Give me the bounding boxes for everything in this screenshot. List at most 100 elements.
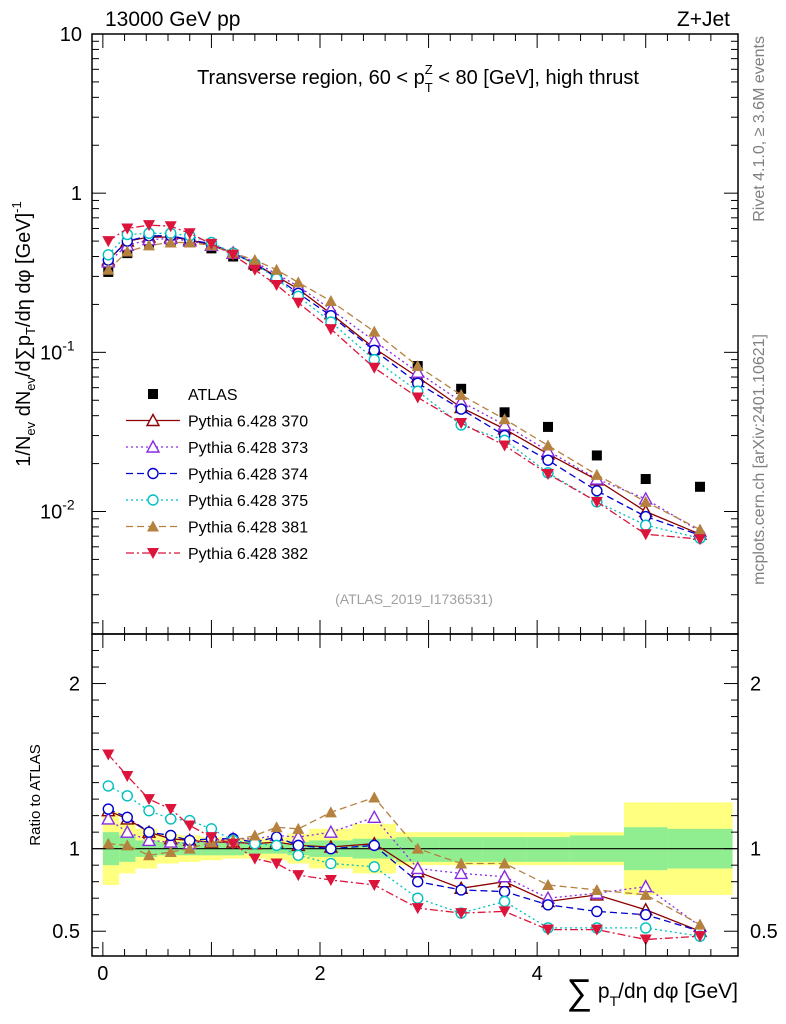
- ratio-y-tick-label: 2: [69, 674, 80, 696]
- ratio-point: [640, 909, 652, 921]
- data-point: [543, 421, 553, 432]
- ratio-point: [102, 837, 115, 849]
- data-point: [456, 383, 467, 394]
- series-line: [107, 235, 701, 536]
- series-pythia-6.428-382: [102, 220, 706, 546]
- main-y-axis-label: 1/Nev dNev/d∑pT/dη dφ [GeV]-1: [9, 201, 38, 466]
- ratio-point: [120, 824, 135, 838]
- ratio-line: [108, 808, 701, 932]
- ratio-point: [165, 829, 177, 842]
- ratio-point: [121, 839, 134, 851]
- ratio-point: [248, 853, 261, 865]
- ratio-point: [694, 918, 706, 930]
- data-point: [183, 236, 196, 248]
- ratio-point: [165, 813, 177, 825]
- ratio-point: [227, 838, 240, 850]
- ratio-y-axis-label: Ratio to ATLAS: [27, 744, 44, 845]
- ratio-point: [455, 908, 468, 920]
- ratio-frame: [91, 633, 739, 957]
- x-axis-label: ∑ pT/dη dφ [GeV]: [566, 971, 738, 1012]
- ratio-series-pythia-6.428-374: [102, 803, 706, 937]
- ratio-point: [639, 934, 652, 946]
- ratio-point: [270, 821, 283, 833]
- ratio-point: [591, 905, 603, 918]
- ratio-point: [368, 791, 381, 803]
- ratio-point: [590, 924, 603, 936]
- data-point: [143, 220, 155, 232]
- ratio-point: [590, 883, 603, 895]
- data-point: [639, 529, 652, 541]
- legend-entry: Pythia 6.428 381: [126, 520, 308, 537]
- ratio-point: [292, 870, 305, 882]
- ratio-point: [455, 884, 467, 896]
- ratio-point: [102, 803, 114, 815]
- legend-entry: Pythia 6.428 375: [126, 493, 308, 510]
- data-point: [102, 249, 114, 261]
- ratio-point: [248, 829, 261, 841]
- ratio-point: [368, 861, 380, 873]
- ratio-point: [292, 822, 305, 834]
- data-point: [542, 454, 554, 466]
- ratio-point: [411, 842, 424, 854]
- data-point: [164, 221, 177, 233]
- ratio-point: [542, 924, 554, 936]
- data-point: [410, 364, 425, 378]
- y-tick-label: 1: [71, 183, 82, 205]
- series-pythia-6.428-373: [101, 230, 708, 538]
- data-point: [102, 263, 115, 275]
- legend-marker: [147, 520, 159, 532]
- ratio-point: [102, 780, 114, 792]
- series-line: [107, 236, 701, 535]
- data-point: [542, 469, 554, 481]
- ratio-axes: 0.5 0.5 1 1 2 2 0 2 4: [52, 634, 778, 985]
- data-point: [248, 264, 261, 276]
- data-point: [368, 362, 381, 374]
- main-panel: 10-2 10-1 1 10 Transverse region, 60 < pZ T …: [40, 24, 739, 635]
- ratio-point: [498, 885, 511, 898]
- data-point: [227, 249, 240, 261]
- data-point: [102, 236, 115, 248]
- ratio-point: [410, 861, 425, 875]
- ratio-point: [694, 931, 706, 943]
- ratio-point: [324, 806, 337, 818]
- ratio-point: [143, 804, 155, 817]
- series-line: [107, 237, 701, 532]
- data-point: [694, 534, 706, 546]
- ratio-point: [640, 922, 652, 934]
- legend: ATLAS Pythia 6.428 370 Pythia 6.428 373 Pyt…: [126, 387, 308, 563]
- ratio-point: [102, 749, 115, 761]
- legend-entry: Pythia 6.428 382: [126, 546, 308, 563]
- data-point: [694, 523, 706, 535]
- svg-text:∑ pT/dη dφ [GeV]: ∑ pT/dη dφ [GeV]: [566, 971, 738, 1012]
- ratio-point: [325, 842, 337, 855]
- legend-entry: Pythia 6.428 370: [126, 413, 308, 431]
- legend-label: Pythia 6.428 375: [188, 493, 308, 510]
- legend-entry: ATLAS: [148, 387, 238, 404]
- data-point: [270, 279, 283, 291]
- legend-marker: [148, 389, 158, 399]
- main-axes: 10-2 10-1 1 10: [40, 24, 738, 634]
- legend-label: Pythia 6.428 381: [188, 520, 308, 537]
- legend-label: Pythia 6.428 370: [188, 414, 308, 431]
- rivet-label: Rivet 4.1.0, ≥ 3.6M events: [751, 36, 768, 222]
- legend-label: Pythia 6.428 382: [188, 546, 308, 563]
- ratio-point: [143, 794, 155, 806]
- ratio-y-tick-label: 1: [69, 839, 80, 861]
- ratio-point: [368, 879, 381, 891]
- ratio-point: [143, 826, 155, 838]
- data-point: [270, 263, 283, 275]
- ratio-y-tick-label: 0.5: [52, 921, 80, 943]
- data-point: [455, 417, 468, 429]
- ratio-point: [368, 839, 380, 852]
- data-point: [640, 474, 651, 485]
- ratio-point: [497, 869, 512, 883]
- data-point: [499, 407, 510, 418]
- data-point: [590, 468, 603, 480]
- data-point: [292, 297, 305, 309]
- legend-marker: [145, 439, 161, 453]
- data-point: [411, 360, 424, 372]
- ratio-y-tick-label-right: 2: [750, 674, 761, 696]
- ratio-point: [323, 824, 339, 838]
- ratio-point: [183, 820, 196, 832]
- series-pythia-6.428-381: [102, 236, 706, 535]
